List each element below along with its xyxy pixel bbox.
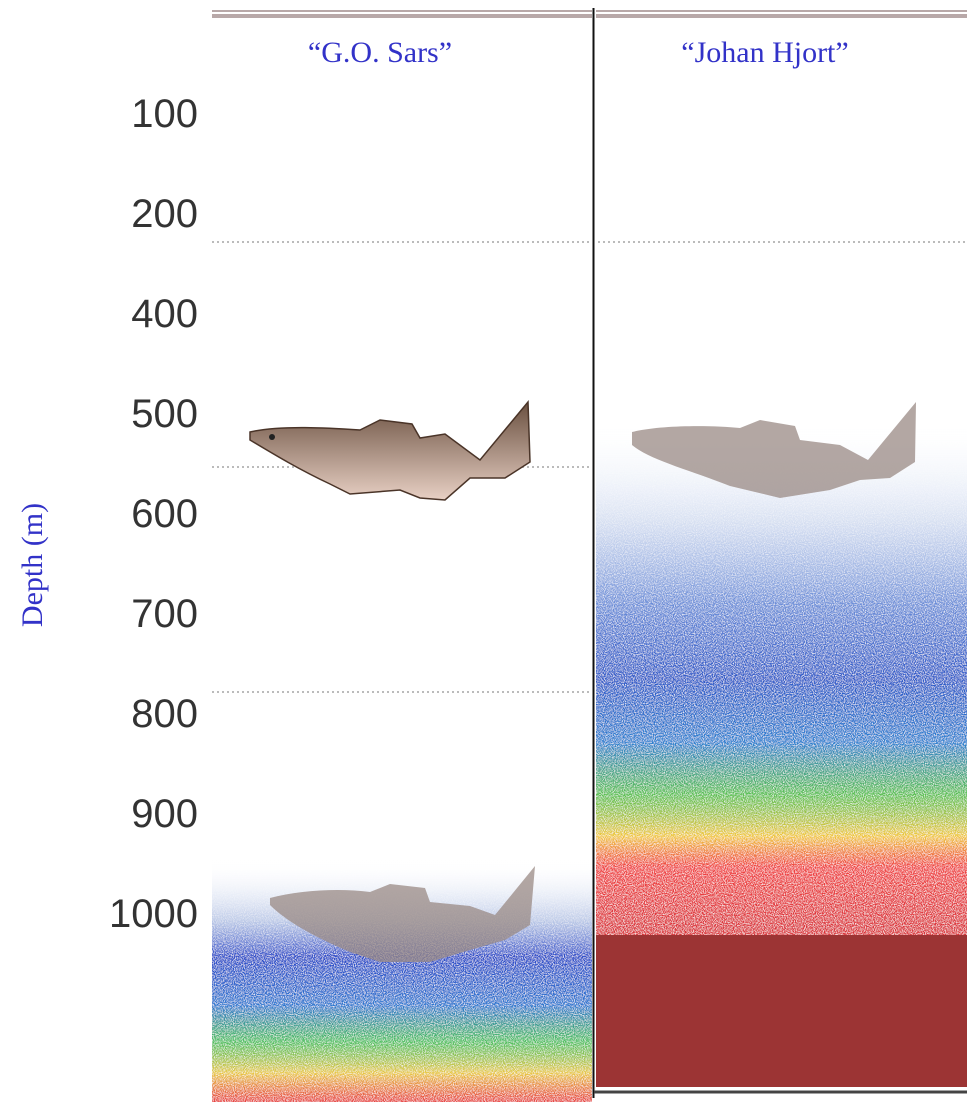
tick-label: 600 [131, 492, 198, 536]
echo-backscatter [596, 420, 967, 940]
tick-label: 400 [131, 292, 198, 336]
tick-label: 800 [131, 692, 198, 736]
tick-label: 700 [131, 592, 198, 636]
tick-label: 900 [131, 792, 198, 836]
tick-labels: 100 200 400 500 600 700 800 900 1000 [109, 92, 198, 936]
seabed [596, 935, 967, 1087]
fish-illustration [249, 399, 916, 962]
tick-label: 100 [131, 92, 198, 136]
fish-ghost [270, 866, 535, 962]
tick-label: 200 [131, 192, 198, 236]
panel-title: “Johan Hjort” [681, 36, 848, 69]
tick-label: 500 [131, 392, 198, 436]
fish-ghost [632, 402, 916, 498]
axis-label: Depth (m) [16, 503, 49, 627]
panel-title: “G.O. Sars” [308, 36, 452, 69]
tick-label: 1000 [109, 892, 198, 936]
